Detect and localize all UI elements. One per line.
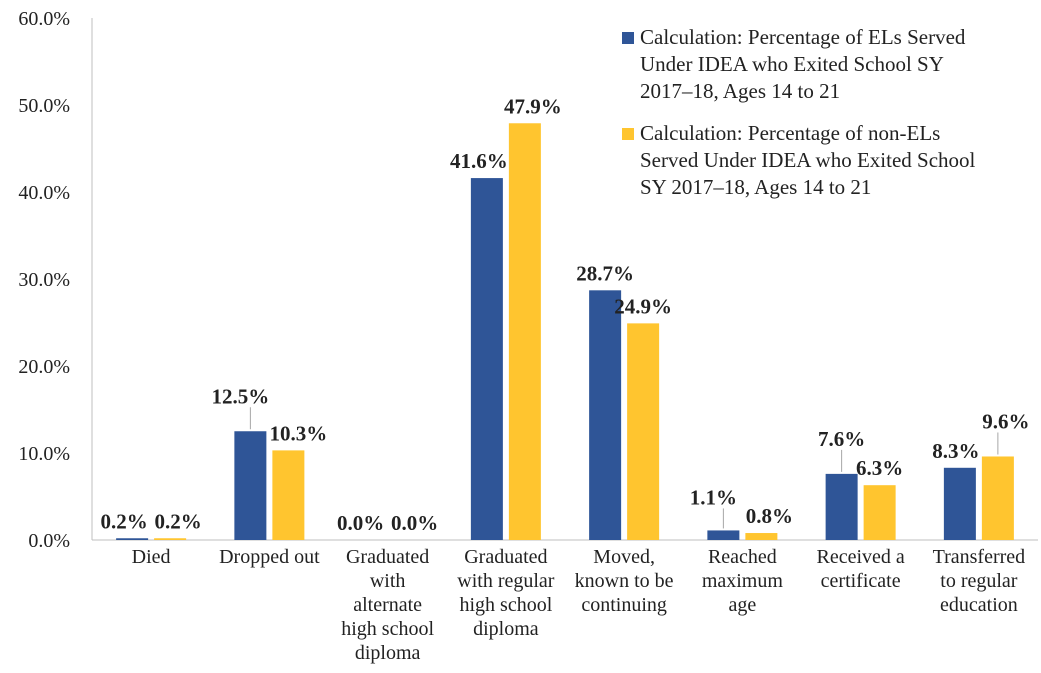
- x-category-line: to regular: [940, 570, 1018, 592]
- data-label: 41.6%: [450, 149, 508, 173]
- x-category-label: Reached maximum age: [702, 546, 784, 616]
- x-category-line: Moved,: [593, 546, 655, 568]
- bar-non-els: [154, 538, 187, 540]
- x-category-line: known to be: [575, 570, 674, 592]
- data-label: 1.1%: [690, 485, 737, 509]
- x-category-line: continuing: [581, 594, 667, 616]
- x-category-line: diploma: [355, 642, 421, 664]
- legend: Calculation: Percentage of ELs Served Und…: [622, 25, 976, 199]
- bar-els: [470, 178, 503, 540]
- data-label: 0.0%: [337, 511, 384, 535]
- data-labels: 0.2% 0.2% 12.5%10.3% 0.0% 0.0% 41.6% 47.9% 28.7…: [101, 94, 1030, 535]
- x-category-line: diploma: [473, 618, 539, 640]
- x-category-line: age: [728, 594, 756, 616]
- y-tick-label: 10.0%: [18, 443, 70, 465]
- data-label: 24.9%: [614, 294, 672, 318]
- legend-entry-line: 2017–18, Ages 14 to 21: [640, 79, 840, 103]
- x-axis-categories: Died Dropped out Graduated with alternate hig…: [132, 546, 1025, 664]
- data-label: 0.2%: [101, 509, 148, 533]
- x-category-line: Graduated: [464, 546, 547, 568]
- bar-non-els: [508, 123, 541, 541]
- data-label: 0.2%: [155, 509, 202, 533]
- bar-els: [943, 467, 976, 540]
- x-category-line: with: [370, 570, 406, 592]
- data-label: 28.7%: [576, 261, 634, 285]
- legend-entry-line: Under IDEA who Exited School SY: [640, 52, 944, 76]
- bar-non-els: [627, 323, 660, 540]
- x-category-line: with regular: [457, 570, 555, 592]
- data-label: 7.6%: [818, 427, 865, 451]
- bar-non-els: [272, 450, 305, 540]
- x-category-line: high school: [341, 618, 434, 640]
- x-category-line: education: [940, 594, 1018, 616]
- y-tick-label: 40.0%: [18, 182, 70, 204]
- x-category-line: alternate: [353, 594, 422, 616]
- legend-entry-line: Calculation: Percentage of ELs Served: [640, 25, 966, 49]
- data-label: 47.9%: [504, 94, 562, 118]
- legend-entry-line: Calculation: Percentage of non-ELs: [640, 121, 940, 145]
- bar-els: [825, 473, 858, 540]
- x-category-label: Died: [132, 546, 171, 568]
- x-category-label: Graduated with alternate high school diploma: [341, 546, 434, 664]
- legend-swatch: [622, 128, 634, 140]
- legend-entry: Calculation: Percentage of ELs Served Und…: [640, 25, 966, 103]
- x-category-line: Died: [132, 546, 171, 568]
- x-category-label: Received a certificate: [816, 546, 904, 592]
- data-label: 0.8%: [746, 504, 793, 528]
- legend-entry-line: SY 2017–18, Ages 14 to 21: [640, 175, 871, 199]
- bar-els: [707, 530, 740, 540]
- y-tick-label: 30.0%: [18, 269, 70, 291]
- x-category-label: Transferred to regular education: [933, 546, 1026, 616]
- x-category-line: Transferred: [933, 546, 1026, 568]
- data-label: 6.3%: [856, 456, 903, 480]
- y-tick-label: 50.0%: [18, 95, 70, 117]
- bar-non-els: [745, 533, 778, 540]
- legend-entry: Calculation: Percentage of non-ELs Served…: [640, 121, 976, 199]
- x-category-label: Dropped out: [219, 546, 320, 568]
- legend-entry-line: Served Under IDEA who Exited School: [640, 148, 976, 172]
- x-category-line: Received a: [816, 546, 904, 568]
- x-category-line: Reached: [708, 546, 777, 568]
- bars: [116, 123, 1014, 541]
- x-category-line: certificate: [821, 570, 901, 592]
- legend-swatch: [622, 32, 634, 44]
- x-category-line: high school: [459, 594, 552, 616]
- x-category-label: Graduated with regular high school diploma: [457, 546, 555, 640]
- bar-non-els: [981, 456, 1014, 540]
- y-tick-label: 20.0%: [18, 356, 70, 378]
- bar-els: [589, 290, 622, 540]
- data-label: 10.3%: [270, 421, 328, 445]
- y-tick-label: 0.0%: [28, 530, 70, 552]
- data-label: 0.0%: [391, 511, 438, 535]
- data-label: 12.5%: [212, 384, 270, 408]
- x-category-line: maximum: [702, 570, 784, 592]
- y-axis-ticks: 0.0% 10.0% 20.0% 30.0% 40.0% 50.0% 60.0%: [18, 8, 70, 552]
- leader-lines: [249, 407, 999, 529]
- x-category-line: Graduated: [346, 546, 429, 568]
- bar-els: [234, 431, 267, 540]
- data-label: 9.6%: [982, 409, 1029, 433]
- data-label: 8.3%: [932, 439, 979, 463]
- y-tick-label: 60.0%: [18, 8, 70, 30]
- bar-els: [116, 538, 149, 540]
- x-category-label: Moved, known to be continuing: [575, 546, 674, 616]
- bar-non-els: [863, 485, 896, 540]
- x-category-line: Dropped out: [219, 546, 320, 568]
